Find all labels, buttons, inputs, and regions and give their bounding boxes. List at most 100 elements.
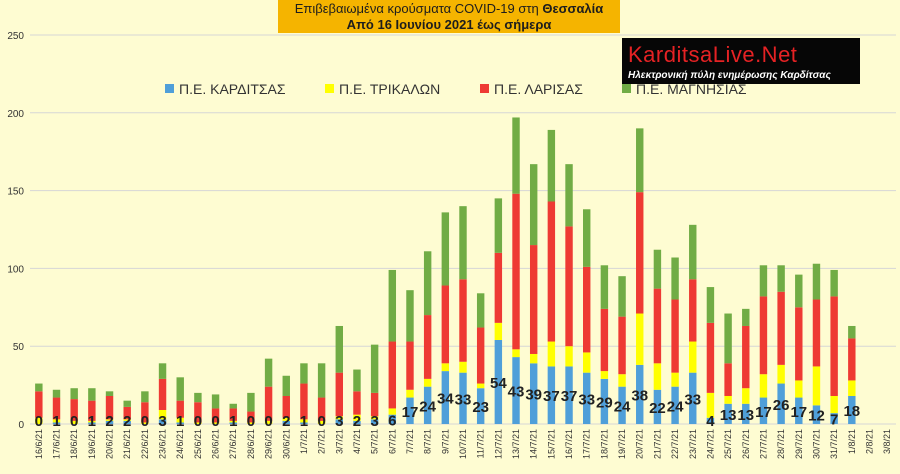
bar-segment — [123, 419, 131, 421]
bar-segment — [88, 422, 96, 424]
bar-segment — [636, 128, 644, 193]
bar-segment — [459, 361, 467, 373]
bar-segment — [141, 422, 149, 424]
bar-segment — [229, 420, 237, 423]
bar-segment — [459, 206, 467, 280]
bar-segment — [211, 394, 220, 409]
bar-segment — [317, 363, 326, 398]
bar-segment — [812, 366, 821, 406]
bar-segment — [830, 395, 838, 414]
bar-segment — [494, 198, 503, 253]
bar-segment — [583, 352, 591, 373]
bar-segment — [88, 388, 96, 401]
bar-segment — [88, 400, 96, 421]
bar-segment — [777, 265, 785, 292]
bar-segment — [830, 296, 838, 396]
bar-segment — [830, 269, 838, 297]
bar-segment — [317, 397, 326, 421]
x-tick-label: 22/7/21 — [670, 429, 680, 459]
chart-title-box: Επιβεβαιωμένα κρούσματα COVID-19 στη Θεσ… — [278, 0, 620, 33]
bar-segment — [441, 212, 450, 286]
bar-segment — [618, 374, 626, 387]
bar-segment — [176, 422, 184, 424]
bar-segment — [565, 164, 573, 227]
x-tick-label: 1/8/21 — [847, 429, 857, 454]
bar-segment — [52, 397, 61, 420]
bar-segment — [370, 416, 379, 420]
y-tick-label: 250 — [7, 31, 24, 42]
bar-segment — [547, 201, 556, 342]
x-tick-label: 19/6/21 — [87, 429, 97, 459]
bar-segment — [565, 366, 573, 424]
bar-segment — [547, 341, 556, 367]
data-label: 0 — [35, 413, 43, 430]
data-label: 37 — [561, 388, 578, 405]
x-tick-label: 23/7/21 — [688, 429, 698, 459]
bar-segment — [512, 357, 520, 424]
bar-segment — [671, 257, 679, 300]
data-label: 1 — [88, 413, 96, 430]
data-label: 1 — [229, 413, 237, 430]
x-tick-label: 12/7/21 — [493, 429, 503, 459]
bars-group — [35, 117, 856, 424]
bar-segment — [70, 388, 78, 400]
bar-segment — [812, 263, 821, 300]
bar-segment — [52, 422, 61, 424]
bar-segment — [812, 299, 821, 367]
bar-segment — [70, 399, 78, 421]
legend-swatch — [480, 84, 489, 93]
data-label: 3 — [158, 413, 166, 430]
x-tick-label: 30/7/21 — [811, 429, 821, 459]
bar-segment — [388, 408, 397, 415]
y-tick-label: 100 — [7, 264, 24, 275]
bar-segment — [229, 403, 237, 409]
bar-segment — [742, 403, 750, 424]
data-label: 2 — [282, 413, 290, 430]
x-tick-label: 14/7/21 — [529, 429, 539, 459]
bar-segment — [795, 307, 803, 381]
data-label: 1 — [176, 413, 184, 430]
y-axis: 0 50 100 150 200 250 — [7, 31, 24, 431]
bar-segment — [423, 315, 432, 379]
data-label: 0 — [70, 413, 78, 430]
bar-segment — [636, 313, 644, 365]
bar-segment — [795, 397, 803, 424]
data-label: 33 — [455, 391, 472, 408]
bar-segment — [282, 420, 290, 424]
bar-segment — [158, 363, 167, 379]
bar-segment — [353, 391, 361, 415]
bar-segment — [423, 378, 432, 387]
bar-segment — [247, 392, 255, 412]
bar-segment — [335, 416, 343, 420]
x-tick-label: 18/7/21 — [599, 429, 609, 459]
x-tick-label: 3/8/21 — [882, 429, 892, 454]
data-label: 22 — [649, 400, 666, 417]
x-tick-label: 9/7/21 — [440, 429, 450, 454]
bar-segment — [141, 391, 149, 403]
bar-segment — [476, 327, 485, 384]
bar-segment — [689, 372, 697, 424]
bar-segment — [706, 392, 715, 418]
x-tick-label: 15/7/21 — [546, 429, 556, 459]
bar-segment — [848, 325, 856, 339]
bar-segment — [512, 349, 520, 358]
data-label: 39 — [525, 387, 542, 404]
bar-segment — [636, 364, 644, 424]
bar-segment — [52, 419, 61, 423]
data-label: 3 — [335, 413, 343, 430]
bar-segment — [353, 420, 361, 424]
x-tick-label: 8/7/21 — [423, 429, 433, 454]
bar-segment — [158, 409, 167, 420]
legend-label: Π.Ε. ΛΑΡΙΣΑΣ — [494, 81, 583, 97]
x-tick-label: 2/8/21 — [864, 429, 874, 454]
data-label: 3 — [370, 413, 378, 430]
bar-segment — [565, 346, 573, 367]
bar-segment — [529, 164, 538, 246]
x-tick-label: 19/7/21 — [617, 429, 627, 459]
bar-segment — [88, 420, 96, 423]
x-tick-label: 25/7/21 — [723, 429, 733, 459]
bar-segment — [529, 245, 538, 354]
bar-segment — [724, 395, 732, 404]
x-tick-label: 24/7/21 — [705, 429, 715, 459]
bar-segment — [547, 129, 556, 202]
